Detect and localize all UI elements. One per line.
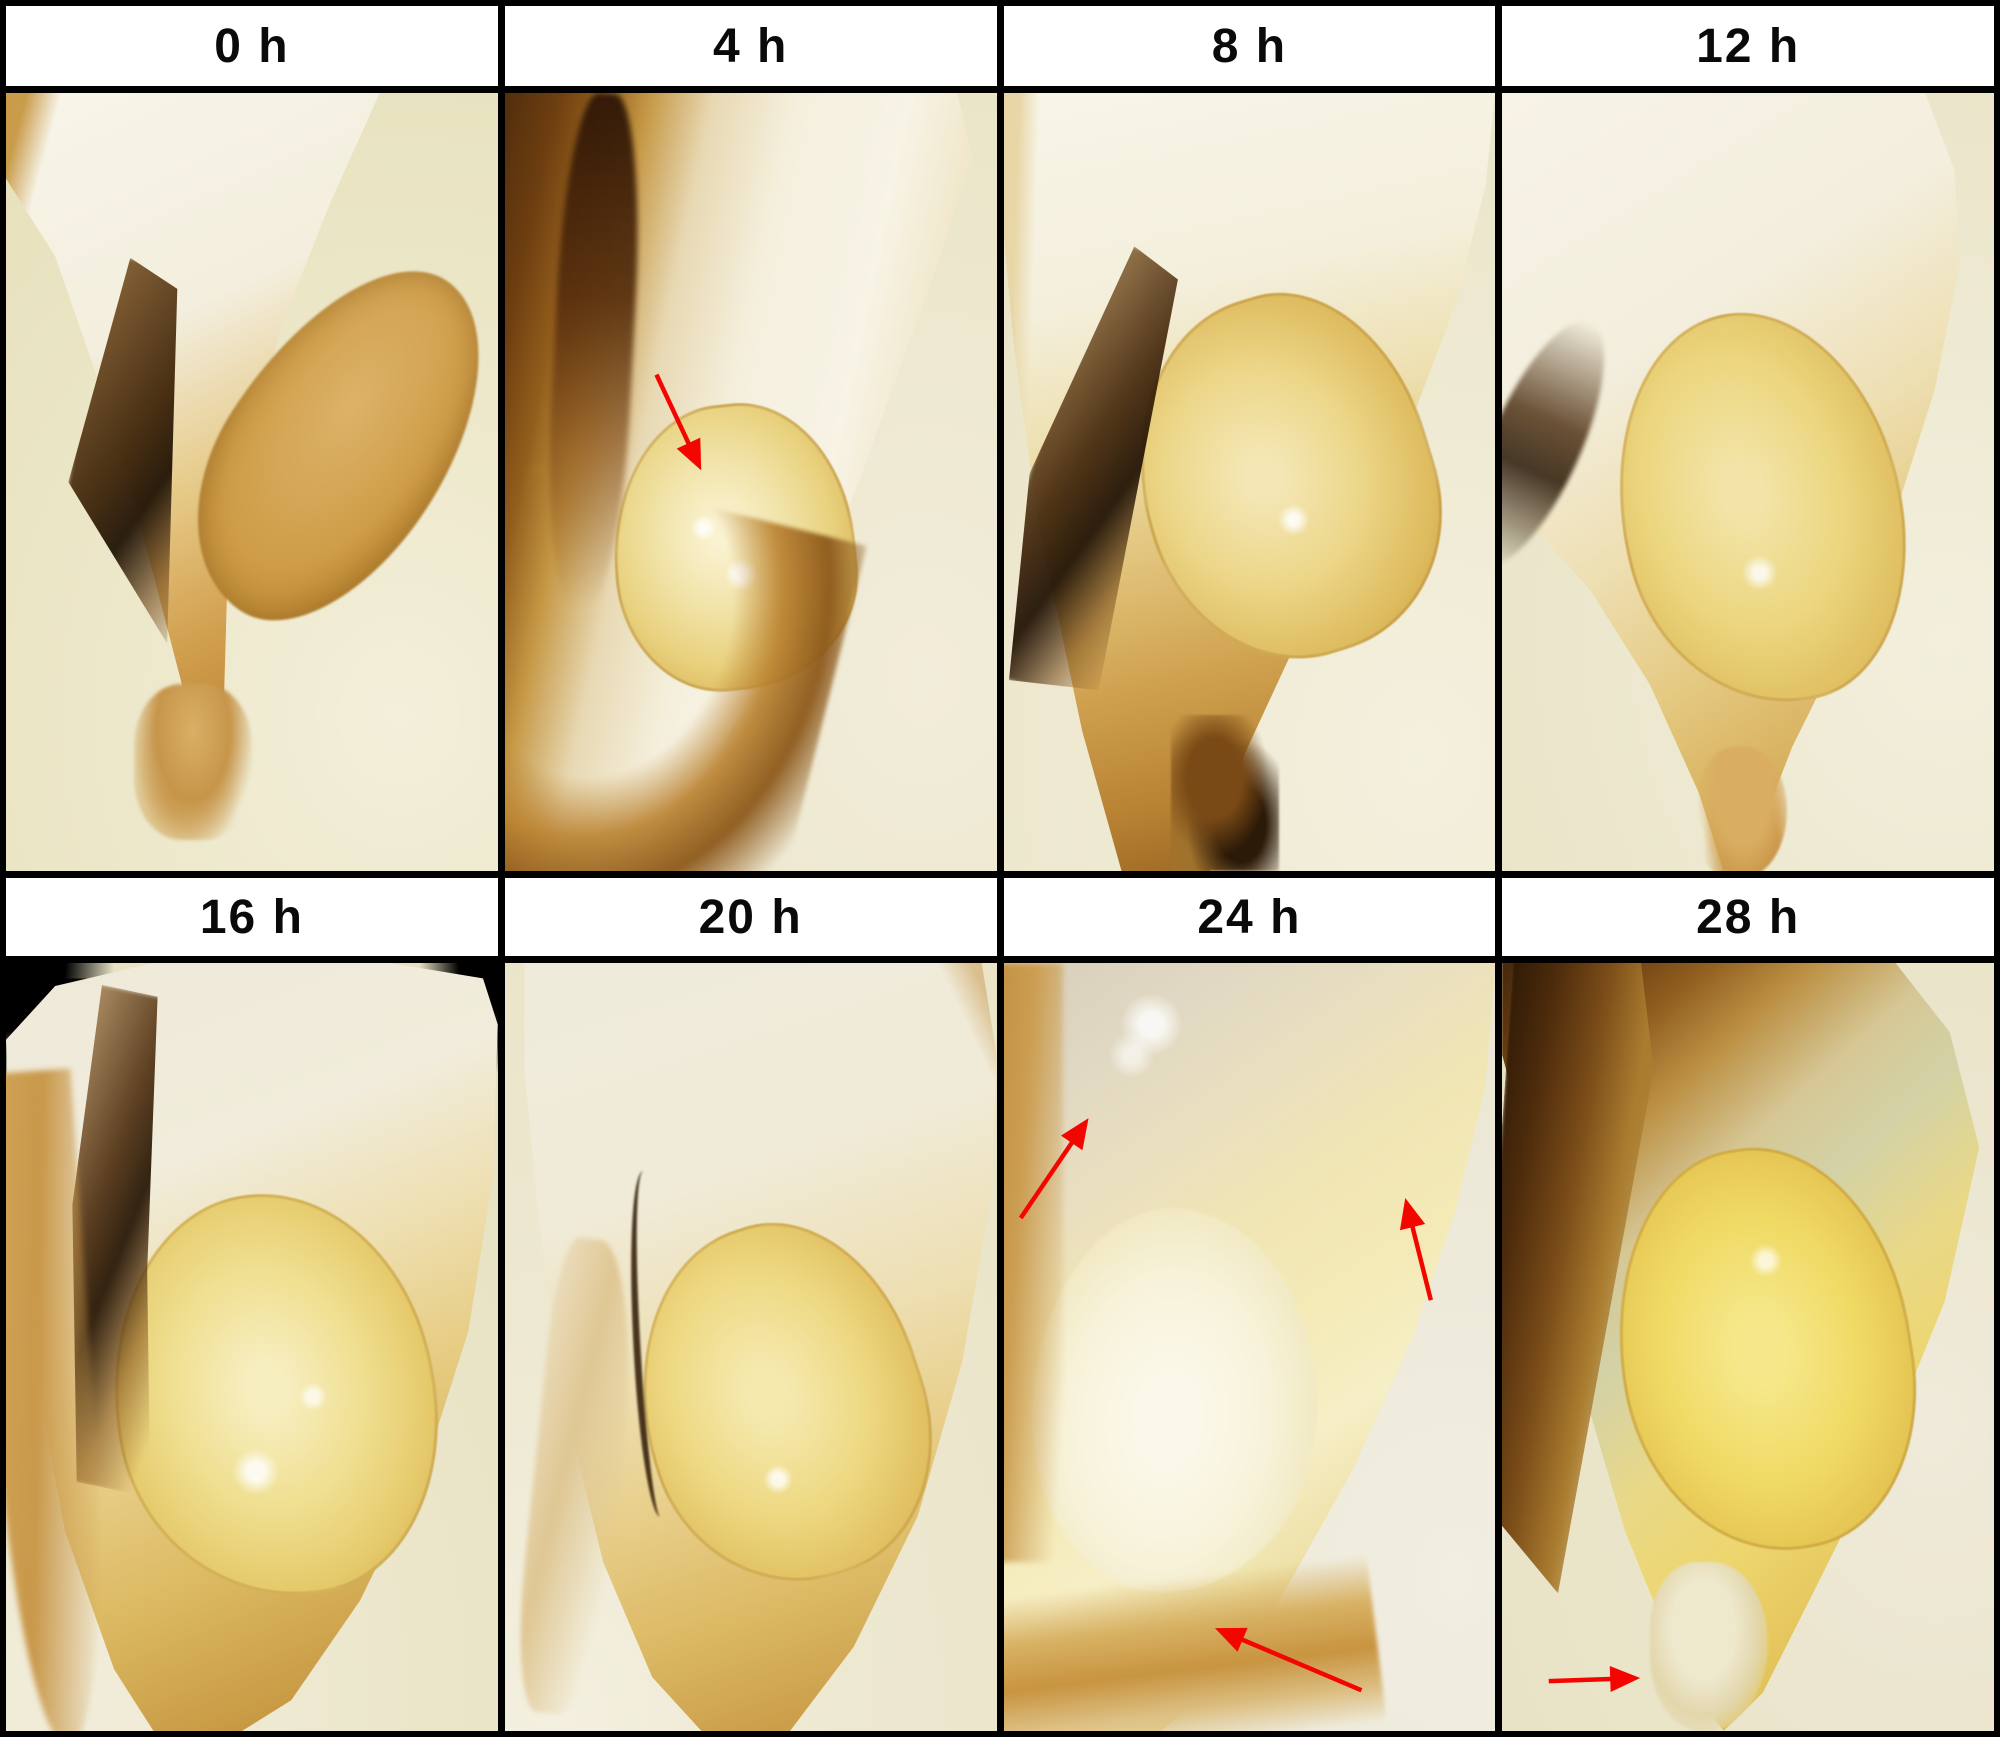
annotation-arrows: [1502, 93, 1994, 871]
seed-photo-panel: [6, 93, 498, 871]
annotation-arrows: [1018, 1118, 1433, 1693]
panel-time-header: 4 h: [504, 6, 997, 86]
seed-photo-panel: [1003, 93, 1496, 871]
panel-time-label: 20 h: [698, 890, 803, 944]
panel-time-header: 16 h: [6, 878, 498, 956]
seed-photo-panel: [1003, 963, 1496, 1731]
panel-time-label: 8 h: [1211, 19, 1288, 73]
panel-time-header: 12 h: [1502, 6, 1994, 86]
annotation-arrows: [654, 373, 701, 471]
seed-photo-panel: [1502, 93, 1994, 871]
seed-photo-panel: [504, 93, 997, 871]
seed-photo-panel: [6, 963, 498, 1731]
annotation-arrows: [505, 963, 997, 1731]
seed-photo-panel: [1502, 963, 1994, 1731]
panel-time-header: 0 h: [6, 6, 498, 86]
red-arrow: [654, 373, 701, 471]
annotation-arrows: [1548, 1666, 1641, 1693]
tissue-detail: [1170, 715, 1279, 871]
red-arrow: [1399, 1198, 1433, 1301]
red-arrow: [1018, 1118, 1089, 1220]
annotation-arrows: [1004, 93, 1496, 871]
tissue-detail: [1649, 1562, 1768, 1731]
panel-time-label: 12 h: [1696, 19, 1801, 73]
panel-time-label: 24 h: [1197, 890, 1302, 944]
seed-photo-panel: [504, 963, 997, 1731]
annotation-arrows: [6, 963, 498, 1731]
panel-time-label: 16 h: [199, 890, 304, 944]
tissue-detail: [1698, 746, 1788, 871]
red-arrow: [1548, 1666, 1641, 1693]
annotation-arrows: [6, 93, 498, 871]
panel-time-header: 24 h: [1003, 878, 1496, 956]
panel-time-header: 8 h: [1003, 6, 1496, 86]
husk-crease: [1003, 963, 1063, 1563]
panel-time-header: 20 h: [504, 878, 997, 956]
tissue-detail: [133, 684, 252, 840]
red-arrow: [1214, 1627, 1362, 1693]
panel-time-label: 28 h: [1696, 890, 1801, 944]
panel-time-label: 4 h: [712, 19, 789, 73]
panel-time-header: 28 h: [1502, 878, 1994, 956]
panel-time-label: 0 h: [214, 19, 290, 73]
